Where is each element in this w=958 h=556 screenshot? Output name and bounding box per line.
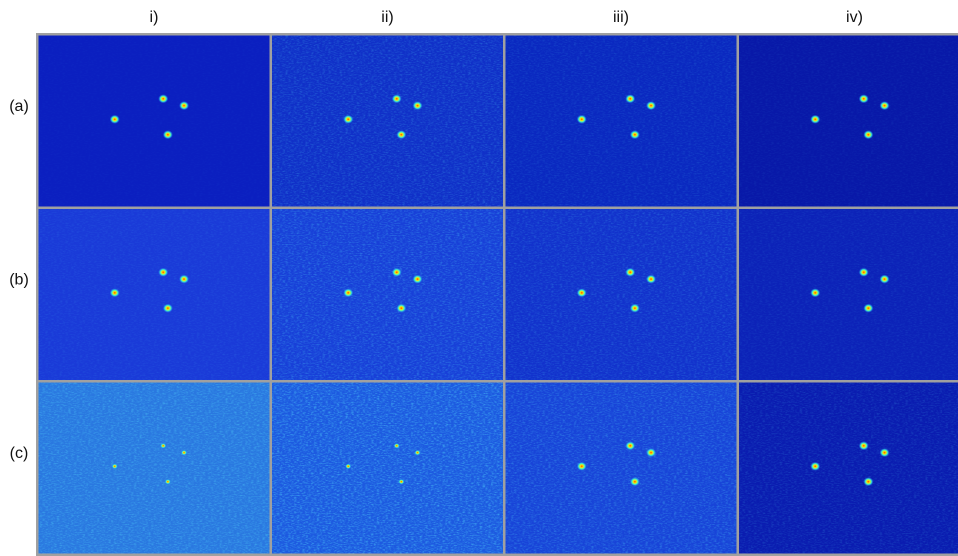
bright-spot bbox=[412, 101, 423, 111]
image-noise bbox=[505, 382, 737, 554]
bright-spot bbox=[393, 443, 400, 449]
bright-spot bbox=[810, 461, 821, 471]
bright-spot bbox=[345, 463, 352, 469]
bright-spot bbox=[343, 288, 354, 298]
image-noise bbox=[505, 35, 737, 207]
bright-spot bbox=[109, 288, 120, 298]
bright-spot bbox=[646, 448, 657, 458]
bright-spot bbox=[576, 461, 587, 471]
row-label: (c) bbox=[10, 445, 29, 462]
bright-spot bbox=[396, 303, 407, 313]
row-label: (b) bbox=[9, 272, 29, 289]
bright-spot bbox=[111, 463, 118, 469]
bright-spot bbox=[879, 448, 890, 458]
bright-spot bbox=[412, 274, 423, 284]
column-label: iii) bbox=[613, 9, 629, 26]
row-label: (a) bbox=[9, 98, 29, 115]
bright-spot bbox=[863, 130, 874, 140]
bright-spot bbox=[391, 267, 402, 277]
bright-spot bbox=[162, 303, 173, 313]
bright-spot bbox=[625, 441, 636, 451]
image-noise bbox=[272, 209, 503, 380]
image-noise bbox=[739, 382, 958, 554]
column-label: iv) bbox=[846, 9, 863, 26]
bright-spot bbox=[858, 94, 869, 104]
bright-spot bbox=[810, 288, 821, 298]
bright-spot bbox=[181, 449, 188, 456]
bright-spot bbox=[879, 274, 890, 284]
bright-spot bbox=[343, 114, 354, 124]
bright-spot bbox=[629, 130, 640, 140]
bright-spot bbox=[576, 288, 587, 298]
column-label: i) bbox=[150, 9, 159, 26]
image-noise bbox=[739, 209, 958, 380]
bright-spot bbox=[162, 130, 173, 140]
bright-spot bbox=[179, 274, 190, 284]
bright-spot bbox=[414, 449, 421, 456]
bright-spot bbox=[179, 101, 190, 111]
bright-spot bbox=[646, 274, 657, 284]
bright-spot bbox=[160, 443, 167, 449]
bright-spot bbox=[158, 267, 169, 277]
bright-spot bbox=[398, 478, 405, 485]
image-noise bbox=[38, 382, 270, 554]
bright-spot bbox=[646, 101, 657, 111]
bright-spot bbox=[625, 94, 636, 104]
bright-spot bbox=[391, 94, 402, 104]
bright-spot bbox=[158, 94, 169, 104]
image-noise bbox=[272, 382, 503, 554]
bright-spot bbox=[109, 114, 120, 124]
bright-spot bbox=[576, 114, 587, 124]
image-noise bbox=[272, 35, 503, 207]
bright-spot bbox=[164, 478, 171, 485]
bright-spot bbox=[858, 441, 869, 451]
image-noise bbox=[38, 209, 270, 380]
bright-spot bbox=[879, 101, 890, 111]
image-noise bbox=[38, 35, 270, 207]
bright-spot bbox=[629, 477, 640, 487]
image-noise bbox=[505, 209, 737, 380]
bright-spot bbox=[858, 267, 869, 277]
bright-spot bbox=[810, 114, 821, 124]
bright-spot bbox=[625, 267, 636, 277]
image-noise bbox=[739, 35, 958, 207]
bright-spot bbox=[629, 303, 640, 313]
bright-spot bbox=[863, 477, 874, 487]
bright-spot bbox=[863, 303, 874, 313]
bright-spot bbox=[396, 130, 407, 140]
column-label: ii) bbox=[381, 9, 393, 26]
